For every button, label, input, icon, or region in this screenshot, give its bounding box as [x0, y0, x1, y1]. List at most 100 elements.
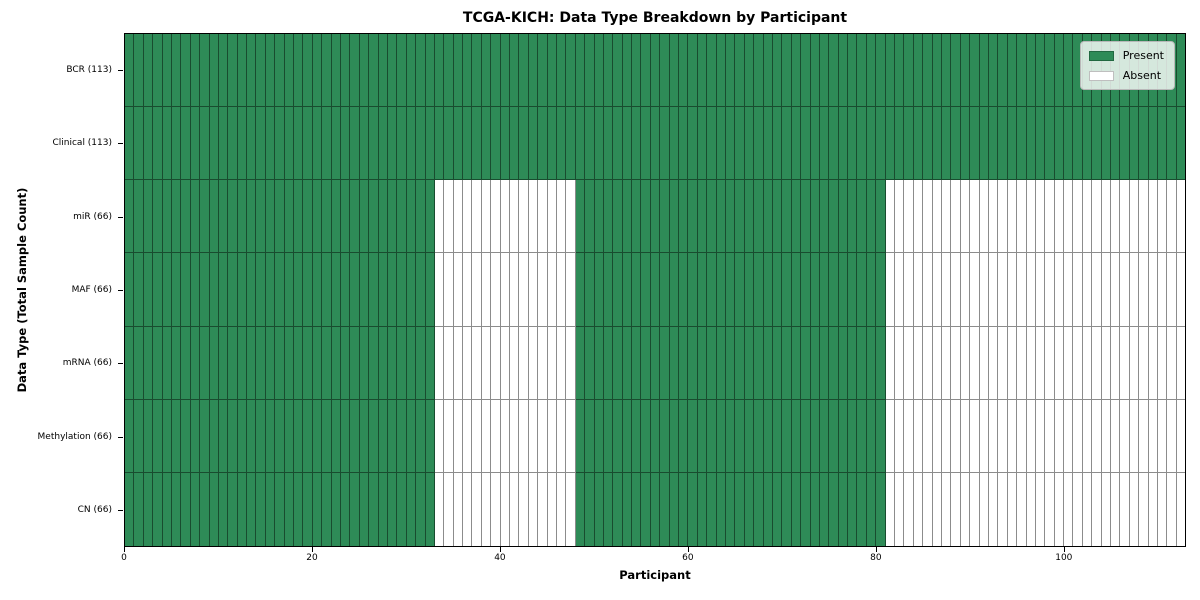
heatmap-cell-present	[312, 326, 323, 400]
heatmap-cell-present	[594, 34, 604, 108]
heatmap-cell-present	[472, 34, 482, 108]
heatmap-cell-absent	[1111, 399, 1121, 473]
heatmap-cell-present	[857, 326, 867, 400]
heatmap-cell-present	[1035, 107, 1046, 181]
heatmap-cell-present	[359, 253, 370, 327]
heatmap-cell-present	[134, 34, 144, 108]
heatmap-cell-present	[171, 326, 182, 400]
heatmap-cell-present	[801, 326, 811, 400]
heatmap-cell-absent	[481, 180, 492, 254]
heatmap-cell-present	[904, 107, 914, 181]
heatmap-cell-absent	[1139, 326, 1149, 400]
heatmap-cell-present	[378, 34, 388, 108]
heatmap-cell-absent	[510, 326, 520, 400]
heatmap-cell-present	[782, 326, 792, 400]
heatmap-cell-present	[218, 326, 229, 400]
heatmap-cell-absent	[1092, 180, 1102, 254]
heatmap-cell-absent	[453, 180, 464, 254]
heatmap-cell-present	[387, 472, 398, 546]
heatmap-cell-absent	[1176, 399, 1186, 473]
heatmap-cell-absent	[556, 399, 567, 473]
heatmap-cell-present	[679, 180, 689, 254]
heatmap-cell-present	[1139, 107, 1149, 181]
heatmap-cell-present	[857, 107, 867, 181]
heatmap-cell-present	[613, 34, 623, 108]
heatmap-cell-present	[265, 107, 276, 181]
heatmap-cell-present	[876, 180, 886, 254]
heatmap-cell-present	[444, 107, 454, 181]
heatmap-cell-present	[585, 472, 595, 546]
heatmap-cell-absent	[998, 399, 1008, 473]
heatmap-cell-present	[772, 399, 783, 473]
heatmap-cell-absent	[923, 253, 933, 327]
heatmap-cell-present	[143, 399, 154, 473]
heatmap-cell-present	[594, 107, 604, 181]
heatmap-cell-present	[378, 326, 388, 400]
heatmap-cell-present	[726, 34, 736, 108]
heatmap-cell-present	[369, 472, 379, 546]
heatmap-cell-absent	[960, 399, 971, 473]
heatmap-cell-present	[303, 399, 313, 473]
heatmap-cell-absent	[528, 180, 539, 254]
heatmap-cell-present	[632, 107, 642, 181]
heatmap-cell-absent	[1017, 399, 1027, 473]
heatmap-cell-present	[312, 180, 323, 254]
heatmap-cell-present	[772, 180, 783, 254]
heatmap-cell-present	[801, 34, 811, 108]
heatmap-cell-present	[171, 399, 182, 473]
heatmap-cell-absent	[1120, 326, 1130, 400]
heatmap-cell-absent	[491, 399, 501, 473]
heatmap-cell-present	[247, 326, 257, 400]
heatmap-cell-absent	[566, 326, 576, 400]
heatmap-cell-present	[594, 399, 604, 473]
heatmap-cell-absent	[1045, 399, 1055, 473]
heatmap-cell-present	[331, 253, 341, 327]
heatmap-cell-present	[726, 326, 736, 400]
heatmap-cell-present	[500, 34, 511, 108]
heatmap-cell-present	[575, 472, 586, 546]
heatmap-cell-absent	[519, 399, 529, 473]
heatmap-cell-present	[162, 107, 172, 181]
heatmap-cell-present	[143, 472, 154, 546]
heatmap-cell-present	[641, 472, 651, 546]
heatmap-cell-present	[247, 180, 257, 254]
heatmap-cell-present	[397, 34, 407, 108]
heatmap-cell-present	[772, 34, 783, 108]
heatmap-cell-absent	[1017, 180, 1027, 254]
heatmap-cell-present	[660, 34, 670, 108]
heatmap-cell-present	[679, 472, 689, 546]
heatmap-cell-absent	[1045, 253, 1055, 327]
heatmap-cell-present	[416, 34, 426, 108]
heatmap-cell-absent	[970, 399, 980, 473]
heatmap-cell-present	[782, 107, 792, 181]
heatmap-cell-absent	[1007, 180, 1018, 254]
heatmap-cell-present	[209, 326, 219, 400]
heatmap-cell-present	[434, 107, 445, 181]
heatmap-cell-present	[406, 180, 417, 254]
heatmap-cell-present	[932, 34, 942, 108]
heatmap-cell-present	[829, 326, 839, 400]
heatmap-cell-present	[575, 253, 586, 327]
heatmap-cell-absent	[491, 326, 501, 400]
heatmap-cell-present	[857, 34, 867, 108]
heatmap-cell-present	[303, 34, 313, 108]
heatmap-cell-present	[294, 326, 304, 400]
heatmap-cell-absent	[988, 399, 999, 473]
heatmap-cell-present	[791, 180, 802, 254]
heatmap-cell-present	[303, 107, 313, 181]
heatmap-cell-absent	[510, 472, 520, 546]
heatmap-cell-present	[791, 107, 802, 181]
heatmap-cell-present	[256, 107, 266, 181]
heatmap-cell-present	[613, 399, 623, 473]
heatmap-cell-absent	[951, 180, 961, 254]
heatmap-cell-absent	[1148, 399, 1158, 473]
x-tick-label: 60	[682, 553, 694, 563]
heatmap-cell-absent	[1167, 253, 1177, 327]
heatmap-cell-present	[707, 253, 717, 327]
heatmap-cell-absent	[1148, 326, 1158, 400]
y-tick-mark	[118, 143, 123, 145]
heatmap-plot-area	[124, 33, 1186, 547]
heatmap-cell-present	[716, 107, 726, 181]
heatmap-cell-present	[237, 472, 248, 546]
heatmap-cell-present	[284, 34, 295, 108]
